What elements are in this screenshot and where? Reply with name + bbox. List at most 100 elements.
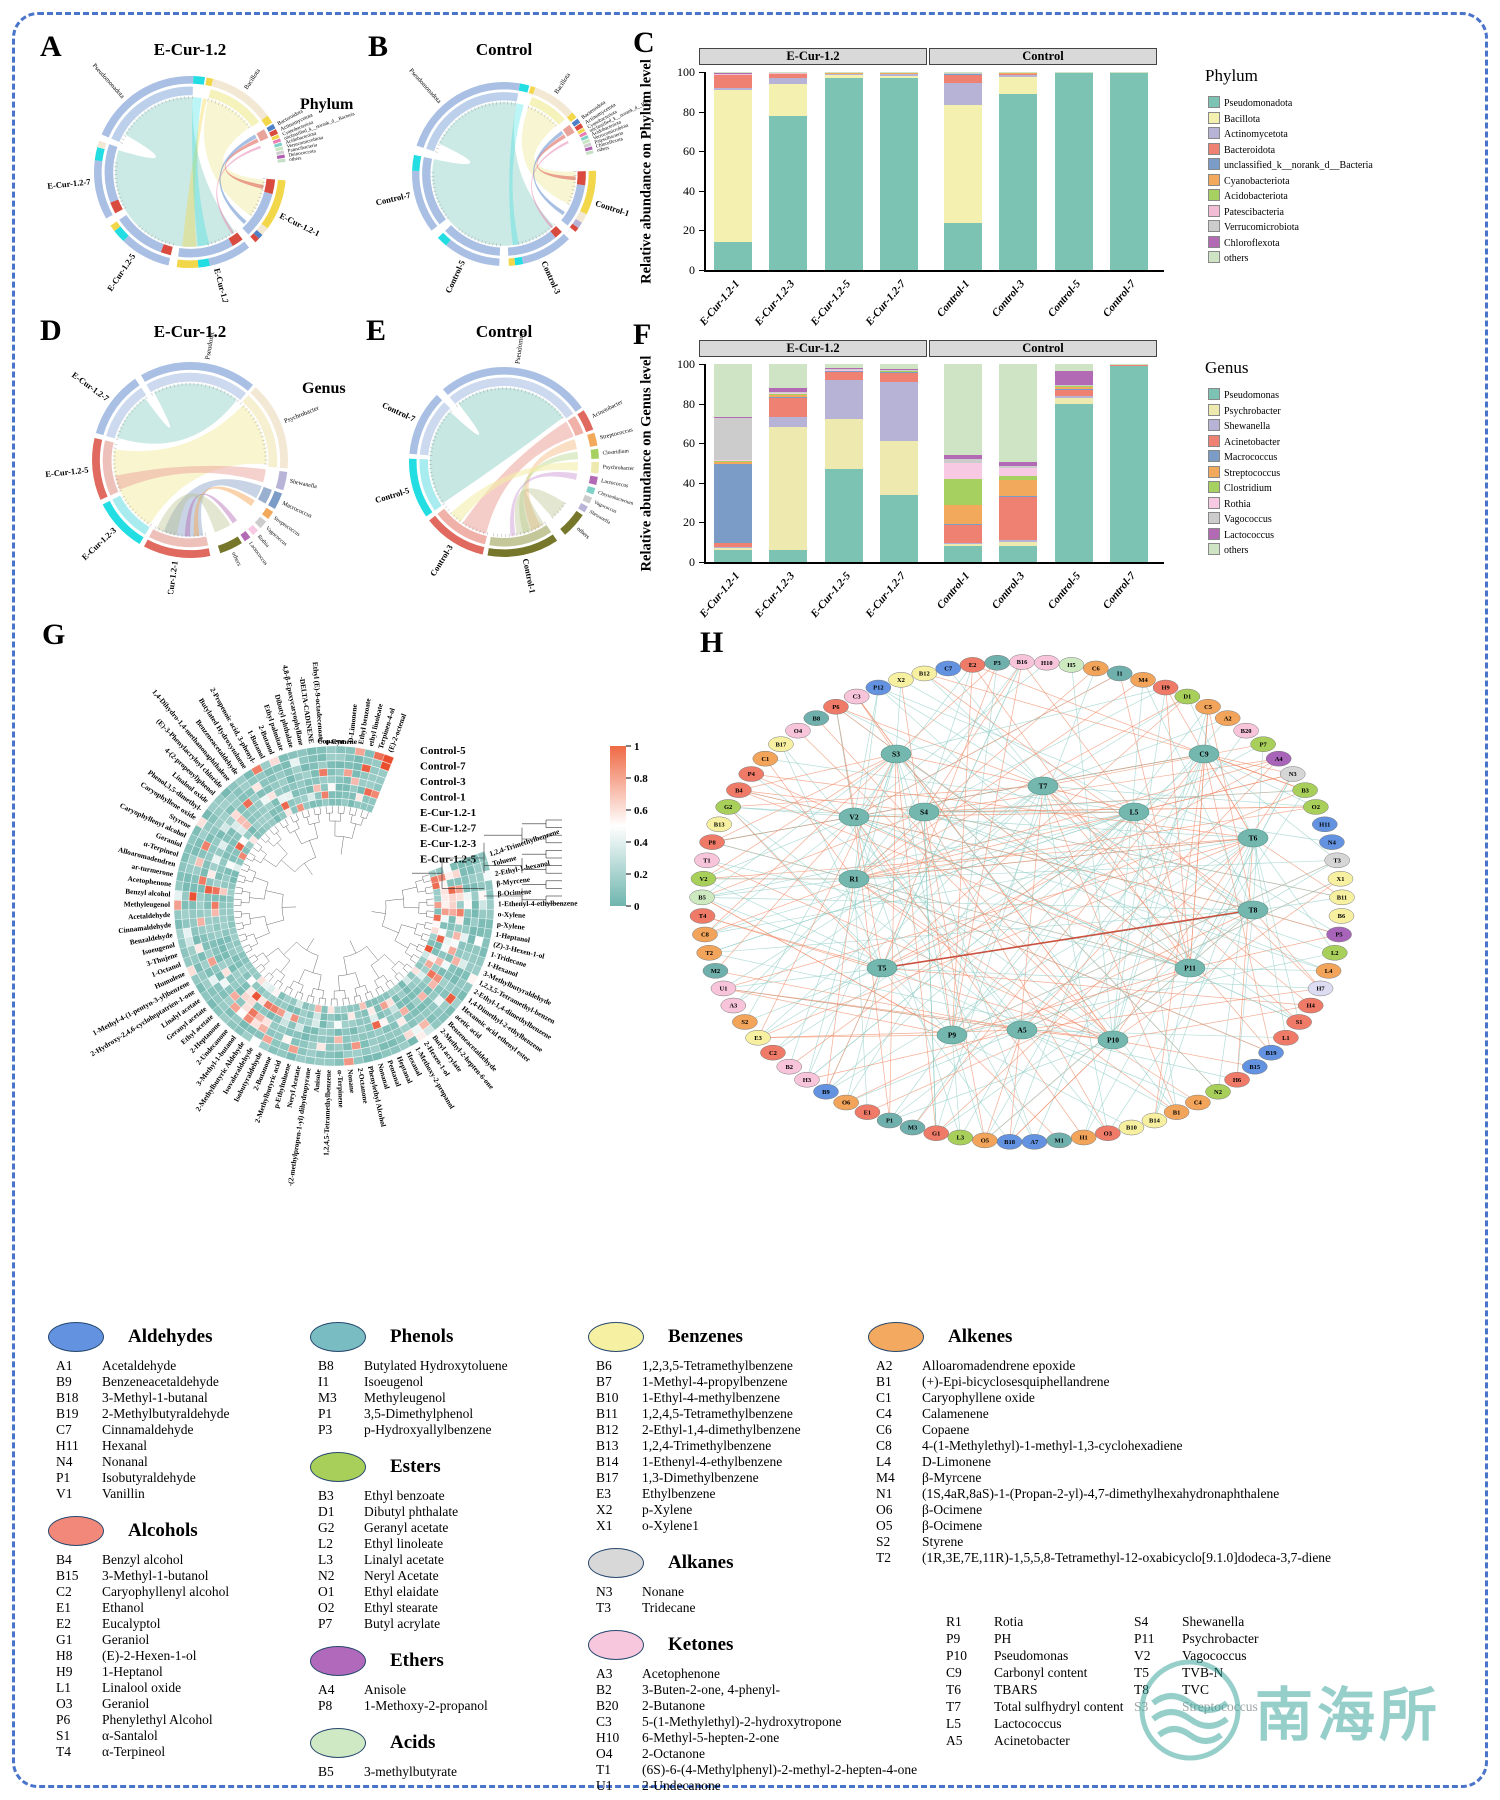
bar-segment <box>713 417 752 419</box>
heatmap-cell <box>351 1048 363 1058</box>
network-node <box>813 1083 839 1100</box>
network-node <box>1141 1112 1168 1129</box>
network-node-label: A4 <box>1275 756 1284 763</box>
chart-legend-item: Macrococcus <box>1208 450 1277 463</box>
category-ellipse-icon <box>588 1548 644 1578</box>
heatmap-cell <box>377 768 389 779</box>
chord-ring-arc <box>572 218 583 229</box>
panel-e-letter: E <box>366 314 387 347</box>
heatmap-row-label: Control-3 <box>420 776 466 788</box>
heatmap-cell <box>353 754 365 764</box>
chord-ring-arc <box>577 410 594 433</box>
legend-compound-item: A4 Anisole <box>318 1682 406 1697</box>
chord-ring-arc <box>409 394 443 455</box>
svg-text:Control-3: Control-3 <box>539 259 562 295</box>
key-list-item: V2 Vagococcus <box>1134 1648 1247 1663</box>
network-hub-node <box>1174 958 1206 978</box>
heatmap-cell <box>174 919 184 930</box>
legend-color-chip <box>1208 512 1220 524</box>
chart-legend-item: Vagococcus <box>1208 512 1272 525</box>
bar-segment <box>824 368 863 370</box>
heatmap-cell <box>349 1026 359 1036</box>
chord-ring-arc <box>487 534 558 557</box>
svg-text:Anisole: Anisole <box>312 1068 323 1093</box>
bar-segment <box>769 396 808 398</box>
legend-category-header: Esters <box>310 1452 441 1482</box>
network-node <box>689 889 715 906</box>
y-tick-label: 60 <box>683 436 695 451</box>
colorbar-tick-label: 0.4 <box>634 837 648 849</box>
chord-ring-arc <box>507 231 556 256</box>
legend-compound-item: P8 1-Methoxy-2-propanol <box>318 1698 488 1713</box>
legend-compound-item: I1 Isoeugenol <box>318 1374 424 1389</box>
chart-legend-title: Phylum <box>1205 66 1258 85</box>
y-tick-label: 80 <box>683 396 695 411</box>
network-node-label: X1 <box>1337 876 1345 883</box>
y-tick-label: 40 <box>683 183 695 198</box>
chord-ring-arc <box>277 158 286 163</box>
chord-ribbon <box>115 465 266 490</box>
network-node <box>1163 1104 1190 1120</box>
heatmap-cell <box>335 775 344 784</box>
y-tick-label: 20 <box>683 515 695 530</box>
chart-legend-item: Psychrobacter <box>1208 403 1281 417</box>
legend-compound-item: H8 (E)-2-Hexen-1-ol <box>56 1648 197 1663</box>
heatmap-cell <box>351 769 362 779</box>
heatmap-cell <box>438 880 448 889</box>
legend-category-header: Alcohols <box>48 1516 198 1546</box>
legend-color-chip <box>1208 465 1220 478</box>
network-node-label: H5 <box>1067 662 1076 669</box>
network-node <box>833 1094 859 1111</box>
legend-compound-item: B20 2-Butanone <box>596 1698 705 1713</box>
network-node <box>1152 679 1179 696</box>
network-node-label: B3 <box>1301 787 1309 794</box>
network-node <box>1258 1044 1284 1061</box>
heatmap-cell <box>440 914 449 923</box>
heatmap-cell <box>328 798 336 806</box>
legend-color-chip <box>1208 235 1220 248</box>
network-node-label: C7 <box>944 666 953 673</box>
heatmap-cell <box>449 900 457 909</box>
chord-ring-arc <box>528 86 536 95</box>
chord-ring-arc <box>240 531 251 542</box>
key-list-item: P9 PH <box>946 1631 1012 1646</box>
svg-text:E-Cur-1.2-1: E-Cur-1.2-1 <box>164 560 180 594</box>
chord-ring-arc <box>261 115 273 127</box>
chord-ring-arc <box>437 508 487 545</box>
legend-compound-item: M4 β-Myrcene <box>876 1470 982 1485</box>
network-node-label: H11 <box>1319 822 1330 829</box>
network-node <box>1286 1014 1312 1030</box>
bar-segment <box>943 504 982 525</box>
network-node-label: P4 <box>748 771 756 778</box>
legend-compound-item: N4 Nonanal <box>56 1454 148 1469</box>
heatmap-cell <box>370 789 381 800</box>
heatmap-cell <box>325 1035 335 1044</box>
network-node <box>689 908 716 924</box>
network-node-label: B10 <box>1126 1125 1137 1132</box>
category-ellipse-icon <box>310 1728 366 1758</box>
chord-ring-arc <box>437 232 451 246</box>
chord-ring-arc <box>562 124 575 137</box>
heatmap-cell <box>441 908 450 916</box>
chord-ribbon <box>523 439 577 531</box>
chord-ring-arc <box>429 515 485 555</box>
chord-ring-arc <box>588 475 598 485</box>
legend-color-chip <box>1208 496 1220 509</box>
legend-compound-item: G2 Geranyl acetate <box>318 1520 449 1535</box>
heatmap-cell <box>181 900 189 911</box>
bar-segment <box>713 548 752 551</box>
legend-compound-item: T4 α-Terpineol <box>56 1744 166 1759</box>
network-node <box>1205 1083 1231 1100</box>
chord-ring-arc <box>123 235 171 266</box>
network-node <box>803 710 830 726</box>
network-node <box>715 799 741 815</box>
network-node <box>823 698 849 715</box>
bar-segment <box>769 417 808 428</box>
network-node <box>1265 750 1292 767</box>
legend-color-chip <box>1208 403 1220 416</box>
chord-ring-arc <box>247 524 259 536</box>
network-node <box>1303 799 1329 815</box>
bar-segment <box>824 74 863 78</box>
legend-compound-item: N1 (1S,4aR,8aS)-1-(Propan-2-yl)-4,7-dimet… <box>876 1486 1280 1501</box>
panel-g-letter: G <box>42 618 66 651</box>
